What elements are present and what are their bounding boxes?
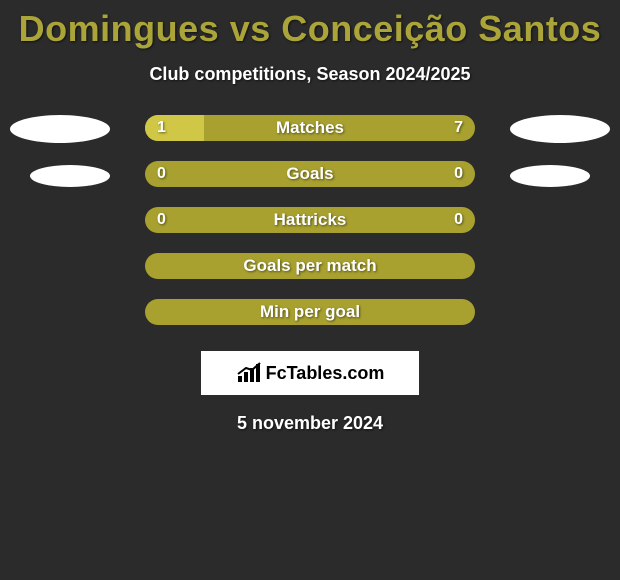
stat-row: Min per goal <box>145 299 475 325</box>
player-right-shadow-2 <box>490 165 610 192</box>
chart-icon <box>236 362 262 384</box>
logo-text: FcTables.com <box>266 363 385 384</box>
comparison-chart: 17Matches 00Goals 00Hattricks Goals per mat… <box>0 115 620 325</box>
stat-row: Goals per match <box>145 253 475 279</box>
stat-label: Goals <box>145 161 475 187</box>
player-right-shadow <box>500 115 620 148</box>
player-left-shadow-2 <box>10 165 130 192</box>
ellipse-left-1 <box>10 115 110 143</box>
player-left-shadow <box>0 115 120 148</box>
stat-label: Min per goal <box>145 299 475 325</box>
ellipse-right-2 <box>510 165 590 187</box>
page-title: Domingues vs Conceição Santos <box>0 0 620 50</box>
ellipse-left-2 <box>30 165 110 187</box>
stat-label: Goals per match <box>145 253 475 279</box>
stat-row: 00Goals <box>145 161 475 187</box>
page-subtitle: Club competitions, Season 2024/2025 <box>0 64 620 85</box>
stat-label: Hattricks <box>145 207 475 233</box>
generated-date: 5 november 2024 <box>0 413 620 434</box>
stat-label: Matches <box>145 115 475 141</box>
ellipse-right-1 <box>510 115 610 143</box>
stat-row: 00Hattricks <box>145 207 475 233</box>
stat-row: 17Matches <box>145 115 475 141</box>
source-logo: FcTables.com <box>201 351 419 395</box>
